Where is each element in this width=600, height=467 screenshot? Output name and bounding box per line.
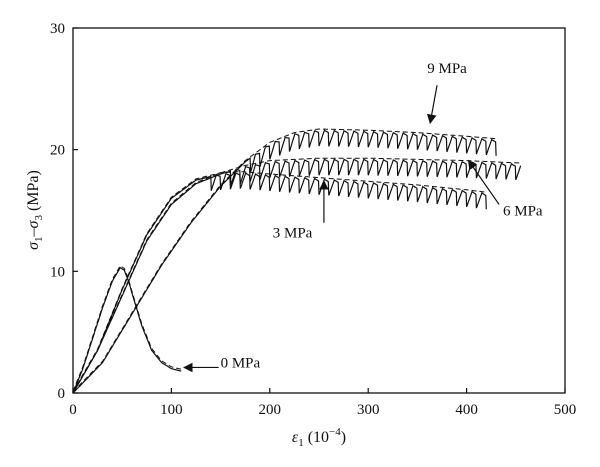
x-tick-label: 400 xyxy=(455,402,478,418)
series-line-6-mpa xyxy=(72,158,522,394)
annotation-6-mpa: 6 MPa xyxy=(503,203,543,219)
y-tick-label: 10 xyxy=(50,264,65,280)
x-axis-title: ε1 (10−4) xyxy=(292,426,346,449)
series-envelope-9-mpa xyxy=(72,128,497,393)
annotation-0-mpa: 0 MPa xyxy=(221,355,261,371)
series-group xyxy=(72,128,522,394)
annotation-3-mpa: 3 MPa xyxy=(273,225,313,241)
x-tick-label: 0 xyxy=(69,402,77,418)
series-envelope-3-mpa xyxy=(72,171,487,393)
callouts-group: 9 MPa 6 MPa 3 MPa 0 MPa xyxy=(182,61,543,373)
series-line-9-mpa xyxy=(72,129,497,394)
series-line-3-mpa xyxy=(72,172,487,394)
annotation-9-mpa: 9 MPa xyxy=(427,61,467,77)
x-tick-label: 100 xyxy=(160,402,183,418)
series-line-0-mpa xyxy=(72,266,182,394)
series-envelope-6-mpa xyxy=(72,157,521,393)
x-tick-label: 500 xyxy=(554,402,577,418)
axis-ticks: 0 100 200 300 400 500 0 10 20 30 xyxy=(50,21,576,418)
y-tick-label: 20 xyxy=(50,143,65,159)
y-tick-label: 30 xyxy=(50,21,65,37)
x-tick-label: 300 xyxy=(357,402,380,418)
plot-area-frame xyxy=(72,27,566,394)
y-axis-title: σ1–σ3 (MPa) xyxy=(25,170,45,250)
arrow-9-mpa xyxy=(426,85,438,125)
series-envelope-0-mpa xyxy=(72,265,182,392)
x-tick-label: 200 xyxy=(259,402,282,418)
y-tick-label: 0 xyxy=(58,386,66,402)
arrow-6-mpa xyxy=(467,159,500,205)
